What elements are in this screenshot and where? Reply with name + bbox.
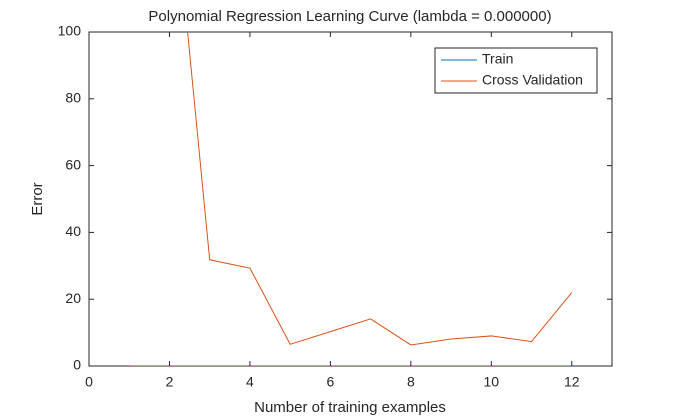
y-tick-label: 100 (58, 23, 82, 39)
legend-box (434, 47, 598, 94)
x-tick-label: 8 (407, 374, 415, 390)
y-tick-label: 80 (65, 90, 81, 106)
chart-title: Polynomial Regression Learning Curve (la… (148, 8, 551, 25)
x-tick-label: 2 (166, 374, 174, 390)
plot-lines (129, 32, 573, 366)
y-axis-label: Error (29, 182, 46, 215)
y-tick-label: 40 (65, 223, 81, 239)
x-tick-label: 0 (85, 374, 93, 390)
x-tick-label: 4 (246, 374, 254, 390)
legend-label: Train (482, 51, 513, 67)
series-line (187, 32, 573, 346)
x-tick-label: 10 (484, 374, 500, 390)
y-tick-label: 0 (73, 357, 81, 373)
y-tick-label: 20 (65, 290, 81, 306)
x-tick-label: 12 (564, 374, 580, 390)
legend-label: Cross Validation (482, 72, 583, 88)
x-axis-label: Number of training examples (254, 399, 446, 416)
y-tick-label: 60 (65, 156, 81, 172)
x-tick-label: 6 (326, 374, 334, 390)
